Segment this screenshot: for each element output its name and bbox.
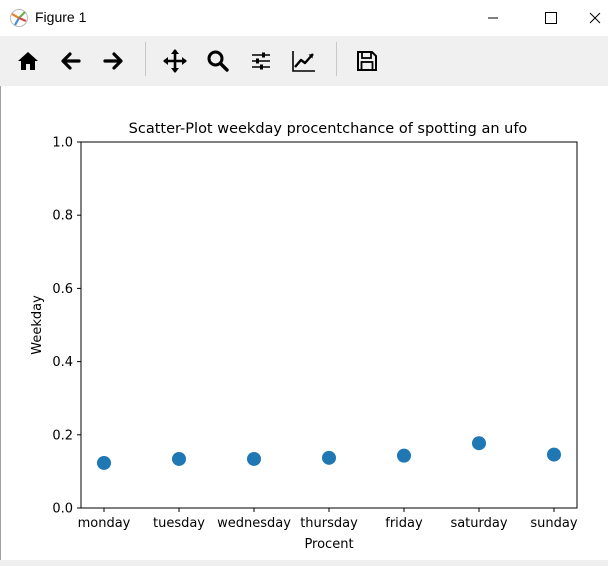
window-title: Figure 1 (35, 9, 87, 25)
x-tick-label: tuesday (153, 516, 205, 531)
x-tick-label: wednesday (217, 516, 291, 531)
toolbar-separator (336, 42, 337, 76)
scatter-point-tuesday (172, 451, 186, 466)
forward-arrow-icon (103, 52, 123, 70)
scatter-point-wednesday (247, 451, 261, 466)
matplotlib-logo-icon (10, 9, 28, 27)
home-button[interactable] (11, 44, 45, 78)
y-axis-label: Weekday (30, 295, 45, 355)
toolbar-separator (145, 42, 146, 76)
window-border (0, 86, 1, 560)
zoom-magnifier-icon (207, 50, 229, 72)
configure-subplots-icon (252, 52, 270, 70)
maximize-button[interactable] (528, 0, 574, 36)
zoom-button[interactable] (201, 44, 235, 78)
save-button[interactable] (350, 44, 384, 78)
x-tick-label: thursday (300, 516, 358, 531)
save-disk-icon (357, 51, 377, 71)
x-tick-label: friday (385, 516, 423, 531)
x-tick-label: saturday (450, 516, 507, 531)
y-tick-label: 0.2 (52, 428, 73, 443)
navigation-toolbar (0, 36, 608, 86)
x-tick-label: monday (78, 516, 131, 531)
y-tick-label: 0.6 (52, 282, 73, 297)
home-icon (18, 52, 38, 70)
scatter-chart: Scatter-Plot weekday procentchance of sp… (30, 121, 578, 552)
minimize-button[interactable] (470, 0, 516, 36)
scatter-point-saturday (472, 436, 486, 451)
back-arrow-icon (61, 52, 81, 70)
forward-button[interactable] (96, 44, 130, 78)
configure-subplots-button[interactable] (244, 44, 278, 78)
minimize-icon (488, 17, 498, 19)
y-tick-label: 0.4 (52, 355, 73, 370)
scatter-point-friday (397, 448, 411, 463)
x-axis-label: Procent (304, 537, 353, 552)
scatter-point-thursday (322, 450, 336, 465)
back-button[interactable] (54, 44, 88, 78)
pan-move-icon (163, 49, 187, 73)
x-tick-label: sunday (530, 516, 577, 531)
edit-axis-icon (292, 51, 315, 72)
close-icon (589, 12, 601, 24)
pan-button[interactable] (158, 44, 192, 78)
figure-canvas: Scatter-Plot weekday procentchance of sp… (1, 86, 608, 560)
edit-axis-button[interactable] (287, 44, 321, 78)
y-tick-label: 0.0 (52, 502, 73, 517)
window-titlebar: Figure 1 (0, 0, 608, 36)
scatter-point-monday (97, 455, 111, 470)
window-bottom-edge (0, 560, 608, 566)
y-tick-label: 1.0 (52, 136, 73, 151)
maximize-icon (545, 12, 557, 24)
scatter-point-sunday (547, 447, 561, 462)
y-tick-label: 0.8 (52, 209, 73, 224)
chart-title: Scatter-Plot weekday procentchance of sp… (129, 121, 528, 137)
close-button[interactable] (582, 0, 608, 36)
